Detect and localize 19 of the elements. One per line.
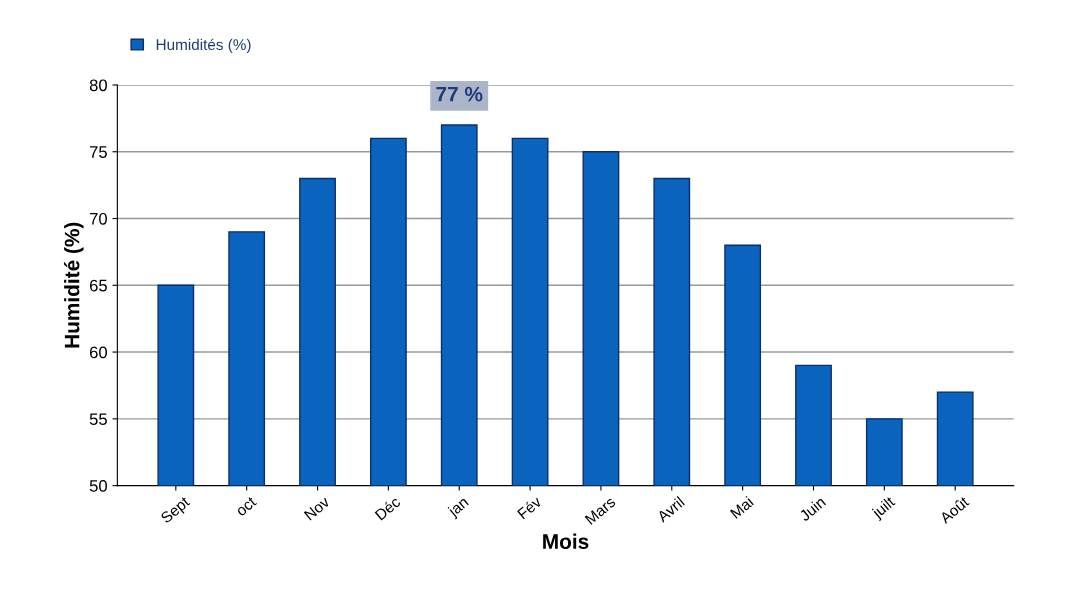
y-tick-label: 55 — [89, 413, 107, 426]
x-tick-label: Juin — [798, 495, 827, 522]
x-tick-label: Fév — [516, 495, 543, 520]
y-tick-label: 60 — [89, 346, 107, 359]
x-tick-label: Nov — [303, 495, 331, 521]
x-tick-label: Mai — [729, 495, 754, 519]
y-axis-title: Humidité (%) — [63, 222, 84, 348]
x-tick-label: juilt — [870, 495, 898, 522]
x-tick-label: oct — [235, 496, 258, 517]
legend-label: Humidités (%) — [156, 38, 251, 54]
y-tick-label: 70 — [89, 212, 107, 225]
y-tick-label: 50 — [89, 480, 107, 492]
annotation: 77 % — [436, 86, 483, 102]
x-tick-label: Déc — [374, 495, 402, 521]
y-tick-label: 80 — [89, 79, 107, 92]
y-tick-label: 65 — [89, 279, 107, 292]
x-axis-title: Mois — [543, 533, 589, 549]
x-tick-label: jan — [446, 495, 471, 520]
y-tick-label: 75 — [89, 146, 107, 158]
